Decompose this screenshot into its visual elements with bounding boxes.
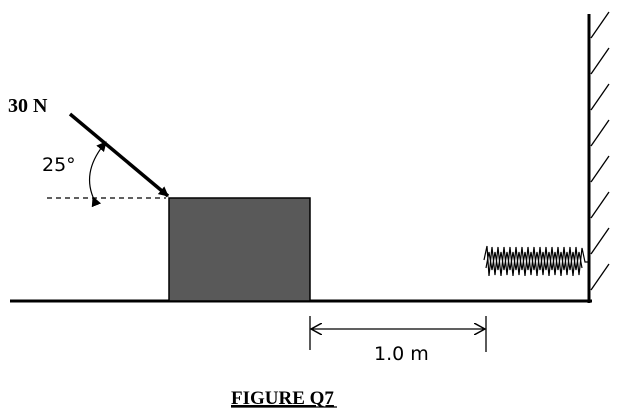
distance-label: 1.0 m: [374, 343, 429, 365]
spring: [483, 245, 589, 277]
force-arrow: [68, 112, 170, 198]
wall-hatching: [590, 11, 610, 291]
angle-label: 25°: [42, 154, 76, 176]
force-label: 30 N: [8, 95, 48, 117]
block: [168, 197, 311, 302]
angle-arc: [89, 141, 107, 208]
figure-caption: FIGURE Q7: [231, 388, 334, 409]
